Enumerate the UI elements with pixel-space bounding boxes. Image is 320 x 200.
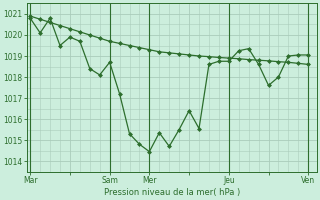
X-axis label: Pression niveau de la mer( hPa ): Pression niveau de la mer( hPa ): [104, 188, 240, 197]
